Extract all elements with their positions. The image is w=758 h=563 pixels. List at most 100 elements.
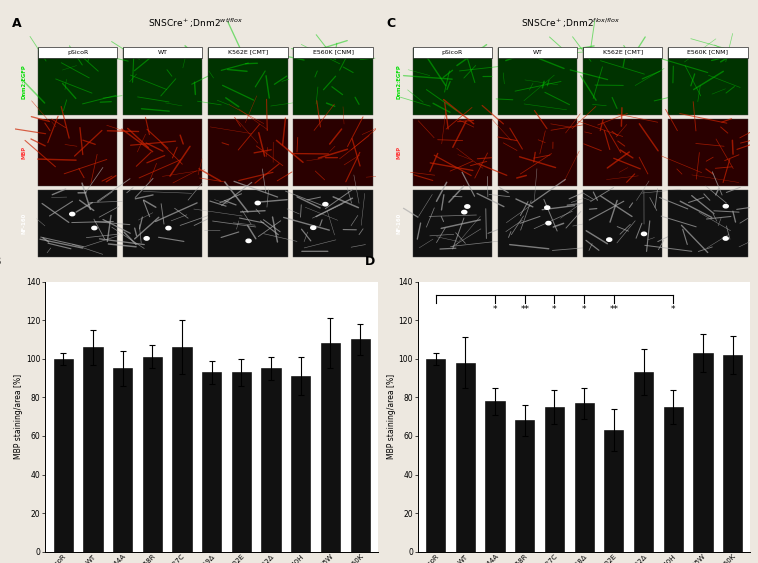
Bar bbox=[426, 359, 446, 552]
Text: pSicoR: pSicoR bbox=[67, 50, 88, 55]
Circle shape bbox=[92, 226, 97, 230]
Circle shape bbox=[546, 221, 551, 225]
Bar bbox=[575, 403, 594, 552]
Text: *: * bbox=[553, 305, 556, 314]
Circle shape bbox=[348, 88, 356, 93]
Bar bbox=[412, 190, 492, 257]
Text: WT: WT bbox=[533, 50, 543, 55]
Text: *: * bbox=[671, 305, 675, 314]
Circle shape bbox=[230, 64, 243, 72]
Circle shape bbox=[621, 73, 629, 78]
Bar bbox=[123, 48, 202, 115]
Text: MBP: MBP bbox=[21, 146, 27, 159]
Bar bbox=[515, 421, 534, 552]
Bar bbox=[583, 190, 662, 257]
FancyBboxPatch shape bbox=[498, 47, 578, 57]
Circle shape bbox=[310, 99, 316, 102]
Text: K562E [CMT]: K562E [CMT] bbox=[603, 50, 643, 55]
Text: MBP: MBP bbox=[396, 146, 402, 159]
Circle shape bbox=[265, 58, 276, 66]
Circle shape bbox=[224, 101, 233, 108]
Text: Dnm2:EGFP: Dnm2:EGFP bbox=[396, 64, 402, 99]
Y-axis label: MBP staining/area [%]: MBP staining/area [%] bbox=[387, 374, 396, 459]
Text: NF-160: NF-160 bbox=[396, 213, 402, 234]
FancyBboxPatch shape bbox=[583, 47, 662, 57]
Bar bbox=[498, 48, 578, 115]
Bar bbox=[83, 347, 102, 552]
Text: A: A bbox=[11, 17, 21, 30]
FancyBboxPatch shape bbox=[208, 47, 287, 57]
Bar bbox=[291, 376, 311, 552]
Circle shape bbox=[137, 68, 148, 75]
Bar bbox=[293, 48, 373, 115]
Bar bbox=[634, 372, 653, 552]
Bar bbox=[54, 359, 73, 552]
Bar bbox=[668, 119, 747, 186]
Text: K562E [CMT]: K562E [CMT] bbox=[227, 50, 268, 55]
Text: **: ** bbox=[609, 305, 619, 314]
Bar bbox=[232, 372, 251, 552]
Bar bbox=[545, 407, 564, 552]
Circle shape bbox=[465, 205, 470, 208]
Circle shape bbox=[475, 78, 486, 85]
Circle shape bbox=[453, 97, 462, 103]
Circle shape bbox=[553, 101, 565, 109]
Bar bbox=[293, 119, 373, 186]
Circle shape bbox=[67, 83, 83, 93]
Circle shape bbox=[86, 79, 101, 90]
Bar bbox=[293, 190, 373, 257]
Circle shape bbox=[166, 226, 171, 230]
Circle shape bbox=[89, 65, 96, 70]
Bar bbox=[485, 401, 505, 552]
Text: SNSCre$^+$;Dnm2$^{flox/flox}$: SNSCre$^+$;Dnm2$^{flox/flox}$ bbox=[521, 17, 620, 30]
Circle shape bbox=[155, 95, 166, 102]
Bar bbox=[172, 347, 192, 552]
Bar bbox=[38, 190, 117, 257]
Circle shape bbox=[323, 203, 328, 206]
Circle shape bbox=[545, 206, 550, 209]
Bar bbox=[350, 339, 370, 552]
Bar bbox=[583, 48, 662, 115]
Text: NF-160: NF-160 bbox=[21, 213, 27, 234]
Circle shape bbox=[676, 78, 690, 87]
FancyBboxPatch shape bbox=[293, 47, 373, 57]
Circle shape bbox=[541, 83, 553, 92]
Text: C: C bbox=[387, 17, 396, 30]
Circle shape bbox=[644, 55, 652, 60]
Text: SNSCre$^+$;Dnm2$^{wt/flox}$: SNSCre$^+$;Dnm2$^{wt/flox}$ bbox=[148, 17, 243, 30]
Text: Dnm2:EGFP: Dnm2:EGFP bbox=[21, 64, 27, 99]
Circle shape bbox=[606, 238, 612, 242]
FancyBboxPatch shape bbox=[412, 47, 492, 57]
Circle shape bbox=[246, 239, 251, 243]
Bar bbox=[694, 353, 713, 552]
Bar bbox=[38, 119, 117, 186]
Text: **: ** bbox=[520, 305, 529, 314]
Bar bbox=[668, 190, 747, 257]
Bar bbox=[38, 48, 117, 115]
Text: *: * bbox=[493, 305, 497, 314]
Circle shape bbox=[684, 85, 694, 92]
FancyBboxPatch shape bbox=[38, 47, 117, 57]
Circle shape bbox=[594, 96, 600, 101]
Bar bbox=[412, 48, 492, 115]
Bar bbox=[208, 119, 287, 186]
Circle shape bbox=[255, 202, 260, 205]
Text: E560K [CNM]: E560K [CNM] bbox=[688, 50, 728, 55]
Bar bbox=[456, 363, 475, 552]
Circle shape bbox=[149, 87, 162, 96]
Circle shape bbox=[531, 69, 539, 74]
Circle shape bbox=[553, 89, 562, 95]
Bar bbox=[663, 407, 683, 552]
Bar bbox=[143, 357, 162, 552]
Circle shape bbox=[475, 84, 484, 91]
Bar bbox=[202, 372, 221, 552]
Circle shape bbox=[597, 73, 613, 83]
Bar bbox=[321, 343, 340, 552]
Bar bbox=[498, 190, 578, 257]
Circle shape bbox=[144, 236, 149, 240]
Circle shape bbox=[269, 57, 283, 66]
Bar bbox=[208, 48, 287, 115]
Circle shape bbox=[151, 100, 158, 104]
Circle shape bbox=[311, 226, 316, 229]
Circle shape bbox=[680, 74, 693, 83]
